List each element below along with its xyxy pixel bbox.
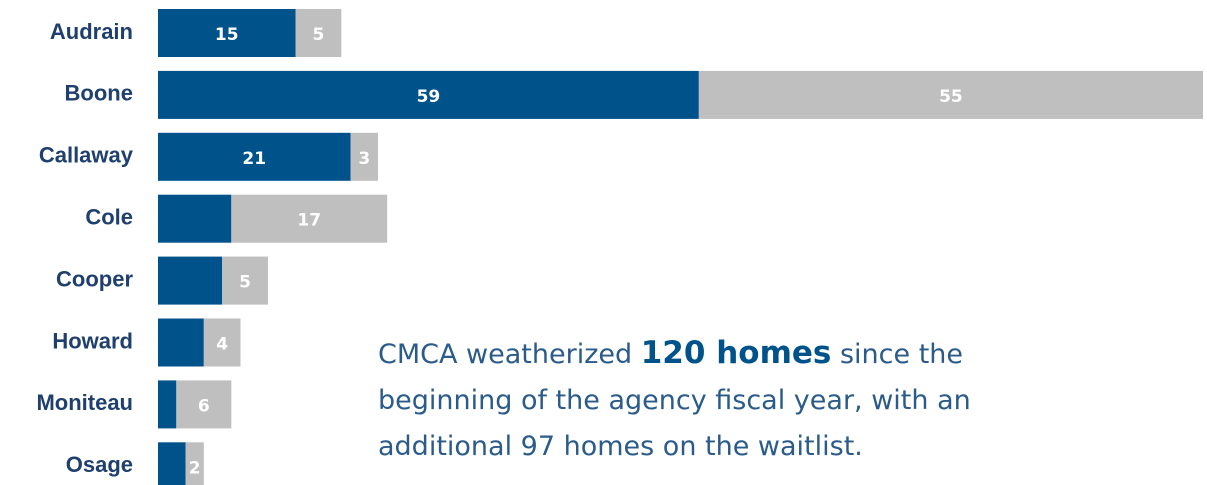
data-label: 21 bbox=[242, 149, 266, 169]
bar-segment bbox=[231, 194, 388, 243]
annotation: CMCA weatherized 120 homes since the beg… bbox=[378, 330, 1018, 470]
data-label: 17 bbox=[297, 211, 321, 231]
bar-segment bbox=[185, 442, 204, 485]
category-label: Audrain bbox=[50, 19, 133, 44]
category-label: Callaway bbox=[39, 143, 134, 168]
annotation-highlight: 120 homes bbox=[640, 335, 832, 371]
category-label: Boone bbox=[65, 81, 133, 106]
data-label: 15 bbox=[215, 25, 239, 45]
data-label: 2 bbox=[189, 458, 201, 478]
data-label: 4 bbox=[216, 335, 228, 355]
bar-segment bbox=[158, 380, 177, 429]
data-label: 6 bbox=[198, 396, 210, 416]
data-label: 3 bbox=[358, 149, 370, 169]
data-label: 5 bbox=[312, 25, 324, 45]
bar-segment bbox=[158, 9, 296, 57]
category-label: Howard bbox=[52, 328, 133, 353]
bar-segment bbox=[222, 256, 268, 305]
annotation-text: CMCA weatherized bbox=[378, 339, 633, 370]
category-label: Osage bbox=[66, 452, 133, 477]
bar-segment bbox=[295, 9, 342, 57]
bar-segment bbox=[158, 132, 351, 181]
category-label: Moniteau bbox=[36, 390, 133, 415]
bar-segment bbox=[176, 380, 232, 429]
bar-segment bbox=[158, 318, 204, 367]
data-label: 5 bbox=[239, 273, 251, 293]
bar-segment bbox=[350, 132, 378, 181]
bar-segment bbox=[158, 442, 186, 485]
annotation-text: since the beginning of the agency fiscal… bbox=[378, 339, 971, 462]
category-label: Cole bbox=[85, 205, 133, 230]
data-label: 55 bbox=[939, 87, 963, 107]
category-label: Cooper bbox=[56, 266, 133, 291]
bar-segment bbox=[698, 70, 1203, 119]
bar-segment bbox=[158, 256, 223, 305]
data-label: 59 bbox=[417, 87, 441, 107]
bar-segment bbox=[158, 194, 232, 243]
bar-segment bbox=[158, 70, 699, 119]
bar-segment bbox=[203, 318, 241, 367]
